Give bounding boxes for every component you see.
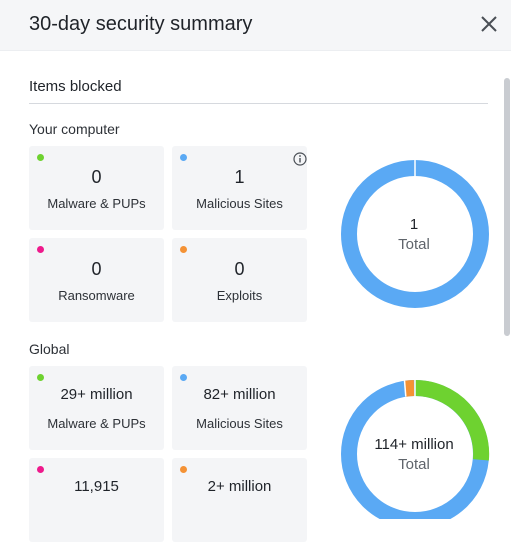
global-donut-exploits-segment <box>403 380 415 397</box>
computer-donut-center: 1 Total <box>344 216 484 253</box>
card-label: Malware & PUPs <box>47 196 146 211</box>
your-computer-label: Your computer <box>29 121 120 137</box>
ransomware-dot <box>37 246 44 253</box>
card-value: 0 <box>91 259 102 279</box>
computer-card-exploits: 0 Exploits <box>172 238 307 322</box>
card-value: 0 <box>91 167 102 187</box>
card-label: Malware & PUPs <box>47 416 146 431</box>
close-icon[interactable] <box>478 13 500 35</box>
scrollbar-thumb[interactable] <box>504 78 510 336</box>
section-divider <box>29 103 488 104</box>
malicious-sites-dot <box>180 154 187 161</box>
card-value: 2+ million <box>207 478 272 495</box>
card-value: 11,915 <box>74 478 119 495</box>
card-label: Malicious Sites <box>196 196 283 211</box>
global-donut-chart <box>341 379 490 519</box>
exploits-dot <box>180 246 187 253</box>
global-total-value: 114+ million <box>374 436 454 453</box>
malware-dot <box>37 154 44 161</box>
exploits-dot <box>180 466 187 473</box>
global-card-malware: 29+ million Malware & PUPs <box>29 366 164 450</box>
dialog-header: 30-day security summary <box>0 0 511 51</box>
card-value: 29+ million <box>60 386 133 403</box>
computer-total-caption: Total <box>398 236 430 253</box>
card-value: 1 <box>234 167 245 187</box>
computer-donut-chart <box>341 160 489 308</box>
malicious-sites-dot <box>180 374 187 381</box>
global-donut-malware-segment <box>414 379 490 461</box>
global-donut-center: 114+ million Total <box>344 436 484 473</box>
global-card-malicious-sites: 82+ million Malicious Sites <box>172 366 307 450</box>
items-blocked-heading: Items blocked <box>29 78 122 95</box>
global-card-exploits: 2+ million <box>172 458 307 542</box>
computer-total-value: 1 <box>409 216 419 233</box>
computer-card-ransomware: 0 Ransomware <box>29 238 164 322</box>
donut-gap <box>403 380 407 397</box>
card-label: Exploits <box>216 288 263 303</box>
ransomware-dot <box>37 466 44 473</box>
computer-card-malware: 0 Malware & PUPs <box>29 146 164 230</box>
global-card-ransomware: 11,915 <box>29 458 164 542</box>
card-value: 0 <box>234 259 245 279</box>
card-label: Malicious Sites <box>196 416 283 431</box>
global-label: Global <box>29 341 70 357</box>
info-icon[interactable] <box>293 152 307 166</box>
computer-card-malicious-sites: 1 Malicious Sites <box>172 146 307 230</box>
card-value: 82+ million <box>203 386 276 403</box>
dialog-title: 30-day security summary <box>29 13 253 35</box>
global-total-caption: Total <box>398 456 430 473</box>
malware-dot <box>37 374 44 381</box>
card-label: Ransomware <box>58 288 135 303</box>
